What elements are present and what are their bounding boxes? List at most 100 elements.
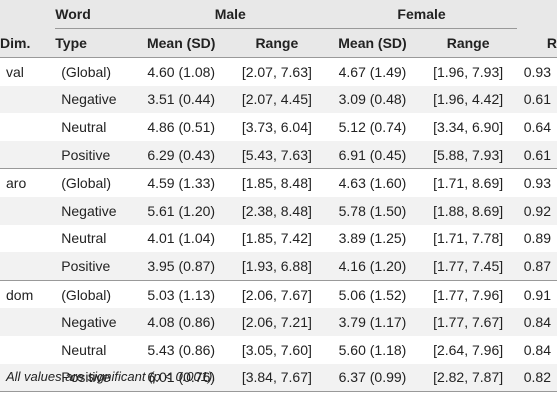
cell-male-mean: 5.43 (0.86) bbox=[134, 335, 228, 364]
cell-type: (Global) bbox=[55, 168, 135, 197]
cell-r: 0.93 bbox=[517, 57, 557, 86]
cell-male-mean: 3.95 (0.87) bbox=[134, 252, 228, 281]
cell-r: 0.91 bbox=[517, 279, 557, 309]
cell-male-range: [1.93, 6.88] bbox=[227, 252, 326, 281]
cell-dim bbox=[0, 335, 56, 364]
cell-female-range: [1.77, 7.96] bbox=[419, 279, 518, 309]
table-row: Positive 3.95 (0.87) [1.93, 6.88] 4.16 (1.2… bbox=[0, 252, 557, 281]
cell-dim bbox=[0, 85, 56, 114]
header-female-range: Range bbox=[419, 28, 518, 58]
header-blank bbox=[0, 0, 56, 29]
table-row: Negative 4.08 (0.86) [2.06, 7.21] 3.79 (1.1… bbox=[0, 308, 557, 336]
cell-dim bbox=[0, 308, 56, 336]
table-row: Negative 5.61 (1.20) [2.38, 8.48] 5.78 (1.5… bbox=[0, 196, 557, 225]
cell-male-mean: 6.29 (0.43) bbox=[134, 140, 228, 169]
cell-male-mean: 4.60 (1.08) bbox=[134, 57, 228, 86]
cell-male-range: [3.05, 7.60] bbox=[227, 335, 326, 364]
header-row-1: Word Male Female bbox=[0, 0, 557, 29]
table-row: Neutral 4.86 (0.51) [3.73, 6.04] 5.12 (0.74… bbox=[0, 113, 557, 141]
cell-female-mean: 5.60 (1.18) bbox=[325, 335, 420, 364]
cell-female-range: [1.77, 7.67] bbox=[419, 308, 518, 336]
header-word: Word bbox=[55, 0, 135, 29]
table-note: All values are significant (p < 0.001). bbox=[6, 369, 216, 384]
cell-female-range: [3.34, 6.90] bbox=[419, 113, 518, 141]
cell-female-range: [1.71, 7.78] bbox=[419, 224, 518, 253]
table-row: Neutral 5.43 (0.86) [3.05, 7.60] 5.60 (1.18… bbox=[0, 335, 557, 364]
cell-dim: aro bbox=[0, 168, 56, 197]
header-r: R bbox=[517, 28, 557, 58]
cell-female-mean: 3.89 (1.25) bbox=[325, 224, 420, 253]
cell-male-range: [2.38, 8.48] bbox=[227, 196, 326, 225]
cell-r: 0.61 bbox=[517, 140, 557, 169]
cell-r: 0.93 bbox=[517, 168, 557, 197]
cell-dim bbox=[0, 196, 56, 225]
cell-type: Negative bbox=[55, 85, 135, 114]
cell-male-range: [2.07, 7.63] bbox=[227, 57, 326, 86]
cell-r: 0.61 bbox=[517, 85, 557, 114]
header-row-2: Dim. Type Mean (SD) Range Mean (SD) Rang… bbox=[0, 28, 557, 58]
cell-female-mean: 5.78 (1.50) bbox=[325, 196, 420, 225]
table-row: dom (Global) 5.03 (1.13) [2.06, 7.67] 5.06 (… bbox=[0, 279, 557, 309]
cell-dim: dom bbox=[0, 279, 56, 309]
cell-r: 0.82 bbox=[517, 363, 557, 393]
cell-male-range: [2.06, 7.21] bbox=[227, 308, 326, 336]
header-male-mean: Mean (SD) bbox=[134, 28, 228, 58]
cell-type: Positive bbox=[55, 140, 135, 169]
table-body: val (Global) 4.60 (1.08) [2.07, 7.63] 4.67 (… bbox=[0, 57, 557, 393]
cell-r: 0.64 bbox=[517, 113, 557, 141]
cell-female-range: [2.64, 7.96] bbox=[419, 335, 518, 364]
cell-male-mean: 4.01 (1.04) bbox=[134, 224, 228, 253]
cell-female-range: [1.96, 4.42] bbox=[419, 85, 518, 114]
cell-dim bbox=[0, 363, 56, 393]
cell-female-mean: 5.12 (0.74) bbox=[325, 113, 420, 141]
header-type: Type bbox=[55, 28, 135, 58]
table-row: Neutral 4.01 (1.04) [1.85, 7.42] 3.89 (1.25… bbox=[0, 224, 557, 253]
cell-male-range: [2.07, 4.45] bbox=[227, 85, 326, 114]
cell-r: 0.87 bbox=[517, 252, 557, 281]
cell-female-mean: 4.16 (1.20) bbox=[325, 252, 420, 281]
cell-female-range: [1.96, 7.93] bbox=[419, 57, 518, 86]
cell-r: 0.89 bbox=[517, 224, 557, 253]
cell-type: Neutral bbox=[55, 224, 135, 253]
cell-male-range: [5.43, 7.63] bbox=[227, 140, 326, 169]
cell-female-mean: 6.91 (0.45) bbox=[325, 140, 420, 169]
cell-female-mean: 4.63 (1.60) bbox=[325, 168, 420, 197]
data-table: Word Male Female Dim. Type Mean (SD) Ran… bbox=[0, 0, 557, 393]
cell-type: Positive bbox=[55, 252, 135, 281]
cell-female-range: [1.88, 8.69] bbox=[419, 196, 518, 225]
cell-male-mean: 5.03 (1.13) bbox=[134, 279, 228, 309]
cell-male-mean: 4.86 (0.51) bbox=[134, 113, 228, 141]
cell-type: Neutral bbox=[55, 113, 135, 141]
table-row: Positive 6.29 (0.43) [5.43, 7.63] 6.91 (0.4… bbox=[0, 140, 557, 169]
table-row: aro (Global) 4.59 (1.33) [1.85, 8.48] 4.63 (… bbox=[0, 168, 557, 197]
table-row: Positive 6.01 (0.76) [3.84, 7.67] 6.37 (0.9… bbox=[0, 363, 557, 393]
header-female-mean: Mean (SD) bbox=[325, 28, 420, 58]
cell-type: (Global) bbox=[55, 279, 135, 309]
cell-male-range: [1.85, 8.48] bbox=[227, 168, 326, 197]
cell-female-range: [2.82, 7.87] bbox=[419, 363, 518, 393]
header-dim: Dim. bbox=[0, 28, 56, 58]
cell-female-mean: 4.67 (1.49) bbox=[325, 57, 420, 86]
cell-dim: val bbox=[0, 57, 56, 86]
cell-male-range: [2.06, 7.67] bbox=[227, 279, 326, 309]
cell-male-range: [3.84, 7.67] bbox=[227, 363, 326, 393]
cell-male-mean: 6.01 (0.76) bbox=[134, 363, 228, 393]
cell-type: Negative bbox=[55, 196, 135, 225]
cell-type: Neutral bbox=[55, 335, 135, 364]
table-header: Word Male Female Dim. Type Mean (SD) Ran… bbox=[0, 0, 557, 58]
cell-male-mean: 3.51 (0.44) bbox=[134, 85, 228, 114]
cell-female-mean: 6.37 (0.99) bbox=[325, 363, 420, 393]
cell-dim bbox=[0, 140, 56, 169]
cell-female-mean: 3.09 (0.48) bbox=[325, 85, 420, 114]
header-male-range: Range bbox=[227, 28, 326, 58]
cell-male-mean: 5.61 (1.20) bbox=[134, 196, 228, 225]
header-female: Female bbox=[325, 0, 518, 29]
header-blank-r bbox=[517, 0, 557, 29]
cell-female-range: [5.88, 7.93] bbox=[419, 140, 518, 169]
cell-type: (Global) bbox=[55, 57, 135, 86]
cell-female-mean: 5.06 (1.52) bbox=[325, 279, 420, 309]
cell-female-range: [1.77, 7.45] bbox=[419, 252, 518, 281]
cell-female-mean: 3.79 (1.17) bbox=[325, 308, 420, 336]
cell-male-mean: 4.08 (0.86) bbox=[134, 308, 228, 336]
cell-r: 0.84 bbox=[517, 308, 557, 336]
